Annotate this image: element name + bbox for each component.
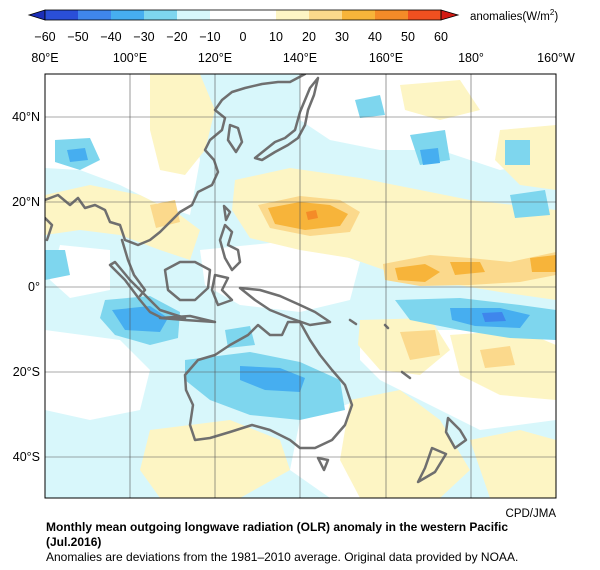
colorbar-tick-labels: −60 −50 −40 −30 −20 −10 0 10 20 30 40 50 60 <box>34 30 448 44</box>
lon-label: 100°E <box>113 51 147 65</box>
negative-anomaly-20-30 <box>410 130 450 165</box>
colorbar-tick-label: −50 <box>67 30 88 44</box>
negative-anomaly-30-40 <box>240 366 305 392</box>
colorbar-segment <box>177 10 211 20</box>
coastline-korea <box>226 123 244 154</box>
coastline-australia <box>183 320 354 450</box>
colorbar-segment <box>375 10 409 20</box>
positive-anomaly-10-20 <box>400 80 480 120</box>
lon-label: 80°E <box>31 51 58 65</box>
positive-anomaly-20-30 <box>480 346 515 368</box>
colorbar-right-arrow <box>440 9 460 21</box>
coastline-new-zealand-south <box>416 446 448 484</box>
colorbar-tick-label: −60 <box>34 30 55 44</box>
neutral-area <box>45 330 150 420</box>
coastlines <box>45 74 468 484</box>
colorbar-left-arrow <box>27 9 46 21</box>
colorbar-tick-label: 10 <box>269 30 283 44</box>
positive-anomaly-30-40 <box>395 264 440 282</box>
positive-anomaly-10-20 <box>340 390 470 498</box>
coastline-india <box>45 216 54 242</box>
colorbar-frame <box>44 9 442 21</box>
anomaly-fields <box>45 74 556 498</box>
negative-anomaly-40-50 <box>482 312 506 322</box>
lon-label: 180° <box>458 51 484 65</box>
colorbar-tick-label: −10 <box>199 30 220 44</box>
lon-label: 120°E <box>198 51 232 65</box>
colorbar-segment <box>342 10 376 20</box>
colorbar-tick-label: 30 <box>335 30 349 44</box>
coastline-japan <box>253 76 320 162</box>
positive-anomaly-40-50 <box>306 210 318 220</box>
colorbar-tick-label: −20 <box>166 30 187 44</box>
negative-anomaly-20-30 <box>510 190 550 218</box>
colorbar-tick-label: 40 <box>368 30 382 44</box>
lat-label: 20°S <box>13 365 40 379</box>
map-frame <box>44 73 557 499</box>
colorbar-tick-label: −40 <box>100 30 121 44</box>
colorbar-segment <box>408 10 442 20</box>
neutral-area <box>300 74 556 170</box>
coastline-sulawesi <box>210 273 234 307</box>
lon-label: 140°E <box>283 51 317 65</box>
coastline-new-zealand-north <box>444 416 468 450</box>
coastline-pacific-islands <box>348 318 412 380</box>
colorbar-segment <box>144 10 178 20</box>
coastline-philippines <box>218 223 242 272</box>
colorbar-tick-label: 20 <box>302 30 316 44</box>
longitude-labels: 80°E 100°E 120°E 140°E 160°E 180° 160°W <box>31 51 575 65</box>
colorbar-tick-label: 50 <box>401 30 415 44</box>
positive-anomaly-30-40 <box>450 262 485 275</box>
negative-anomaly-20-30 <box>45 250 70 280</box>
figure-note: Anomalies are deviations from the 1981–2… <box>46 550 519 564</box>
figure-period: (Jul.2016) <box>46 535 102 549</box>
graticule <box>45 74 556 498</box>
lon-label: 160°W <box>537 51 575 65</box>
colorbar-segment <box>276 10 310 20</box>
colorbar-segments <box>45 10 442 20</box>
lat-label: 0° <box>28 280 40 294</box>
negative-anomaly-20-30 <box>355 95 385 118</box>
positive-anomaly-20-30 <box>400 330 440 360</box>
colorbar-segment <box>309 10 343 20</box>
negative-anomaly-30-40 <box>112 306 168 332</box>
colorbar-segment <box>111 10 145 20</box>
lat-label: 40°S <box>13 450 40 464</box>
colorbar-segment <box>243 10 277 20</box>
latitude-labels: 40°N 20°N 0° 20°S 40°S <box>12 110 40 464</box>
coastline-taiwan <box>222 204 232 222</box>
colorbar-tick-label: −30 <box>133 30 154 44</box>
figure-title: Monthly mean outgoing longwave radiation… <box>46 520 509 534</box>
colorbar-segment <box>210 10 244 20</box>
coastline-new-guinea <box>238 286 332 327</box>
colorbar-segment <box>78 10 112 20</box>
lat-label: 20°N <box>12 195 40 209</box>
negative-anomaly-30-40 <box>420 148 440 165</box>
colorbar-units-label: anomalies(W/m2) <box>470 8 558 23</box>
lat-label: 40°N <box>12 110 40 124</box>
negative-anomaly-20-30 <box>505 140 530 165</box>
colorbar: −60 −50 −40 −30 −20 −10 0 10 20 30 40 50 60 anomalie… <box>27 8 558 44</box>
credit-label: CPD/JMA <box>506 508 557 520</box>
colorbar-tick-label: 0 <box>240 30 247 44</box>
positive-anomaly-10-20 <box>45 185 200 260</box>
positive-anomaly-10-20 <box>175 135 205 158</box>
map-area: 80°E 100°E 120°E 140°E 160°E 180° 160°W … <box>12 51 575 520</box>
lon-label: 160°E <box>369 51 403 65</box>
positive-anomaly-30-40 <box>530 255 556 272</box>
coastline-asia <box>45 74 307 247</box>
coastline-borneo <box>163 260 212 302</box>
colorbar-tick-label: 60 <box>434 30 448 44</box>
coastline-tasmania <box>316 456 330 472</box>
negative-anomaly-30-40 <box>67 148 88 162</box>
positive-anomaly-10-20 <box>470 430 556 498</box>
colorbar-segment <box>45 10 79 20</box>
coastline-sumatra <box>108 260 187 320</box>
